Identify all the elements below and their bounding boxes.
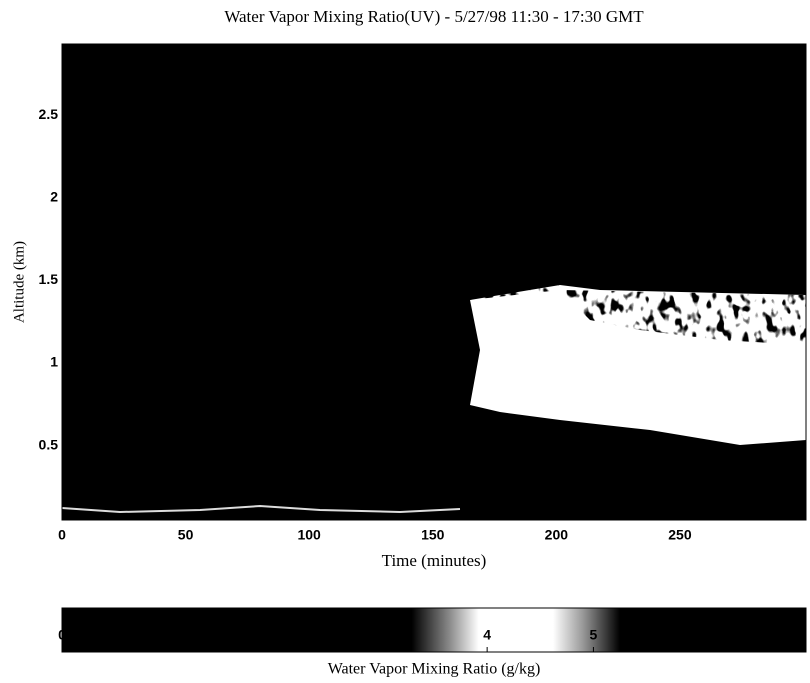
heatmap-region	[505, 455, 650, 482]
x-tick-label: 250	[668, 527, 692, 543]
plot-frame	[61, 43, 807, 521]
heatmap-region	[360, 210, 560, 300]
x-tick-label: 100	[297, 527, 321, 543]
colorbar-tick-label: 4	[483, 627, 491, 643]
y-tick-label: 0.5	[39, 436, 59, 452]
y-tick-label: 1.5	[39, 271, 59, 287]
colorbar-tick-label: 2	[271, 627, 279, 643]
colorbar-label: Water Vapor Mixing Ratio (g/kg)	[328, 661, 541, 678]
y-tick-label: 2	[50, 188, 58, 204]
y-tick-label: 2.5	[39, 106, 59, 122]
colorbar-tick-label: 6	[696, 627, 704, 643]
x-tick-label: 200	[545, 527, 569, 543]
heatmap-region	[61, 504, 461, 514]
colorbar-tick-label: 7	[796, 627, 804, 643]
chart-title: Water Vapor Mixing Ratio(UV) - 5/27/98 1…	[224, 7, 644, 26]
colorbar	[61, 607, 807, 653]
colorbar-tick-label: 0	[58, 627, 66, 643]
colorbar-tick-label: 1	[164, 627, 172, 643]
x-axis-label: Time (minutes)	[382, 551, 487, 570]
x-tick-label: 0	[58, 527, 66, 543]
colorbar-tick-label: 3	[377, 627, 385, 643]
heatmap-region	[62, 44, 806, 318]
colorbar-tick-label: 5	[590, 627, 598, 643]
x-tick-label: 50	[178, 527, 194, 543]
x-tick-label: 150	[421, 527, 445, 543]
y-axis-label: Altitude (km)	[11, 241, 27, 323]
y-tick-label: 1	[50, 354, 58, 370]
heatmap-region	[560, 290, 806, 345]
heatmap	[61, 44, 806, 520]
